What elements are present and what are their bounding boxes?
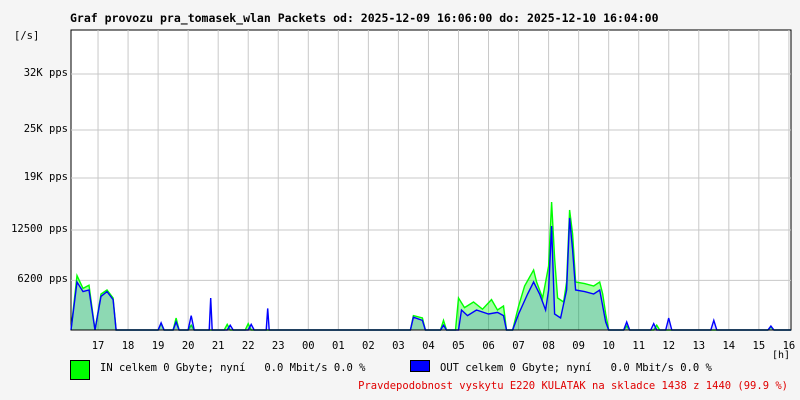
grid-lines [71, 30, 791, 330]
y-axis-unit-label: [/s] [14, 30, 40, 42]
x-tick-label: 11 [632, 340, 646, 352]
y-tick-label: 12500 pps [11, 223, 68, 235]
x-tick-label: 12 [662, 340, 676, 352]
probability-text: Pravdepodobnost vyskytu E220 KULATAK na … [358, 380, 788, 392]
x-tick-label: 02 [362, 340, 375, 352]
x-tick-label: 01 [332, 340, 345, 352]
legend-out-text: OUT celkem 0 Gbyte; nyní 0.0 Mbit/s 0.0 … [440, 362, 712, 374]
x-tick-label: 09 [572, 340, 585, 352]
y-tick-label: 32K pps [23, 67, 68, 79]
x-tick-label: 15 [752, 340, 766, 352]
chart-title: Graf provozu pra_tomasek_wlan Packets od… [70, 11, 659, 25]
x-tick-label: 14 [722, 340, 736, 352]
series-out-line [70, 217, 791, 331]
x-tick-label: 22 [241, 340, 255, 352]
plot-background [70, 29, 792, 331]
x-tick-label: 05 [452, 340, 465, 352]
x-tick-label: 18 [121, 340, 135, 352]
x-axis-unit-label: [h] [772, 350, 791, 361]
y-tick-label: 25K pps [23, 123, 68, 135]
x-tick-label: 07 [512, 340, 525, 352]
legend-in-text: IN celkem 0 Gbyte; nyní 0.0 Mbit/s 0.0 % [100, 362, 366, 374]
x-tick-label: 03 [392, 340, 405, 352]
legend-out-swatch [410, 360, 430, 372]
x-tick-label: 13 [692, 340, 706, 352]
x-tick-label: 00 [301, 340, 315, 352]
x-tick-label: 19 [151, 340, 165, 352]
x-tick-label: 06 [482, 340, 495, 352]
legend-in-swatch [70, 360, 90, 380]
x-tick-label: 21 [211, 340, 225, 352]
x-tick-label: 04 [422, 340, 435, 352]
x-tick-label: 10 [602, 340, 615, 352]
y-tick-label: 6200 pps [17, 273, 68, 286]
x-tick-label: 23 [271, 340, 285, 352]
x-tick-label: 16 [782, 340, 796, 352]
x-tick-label: 20 [181, 340, 195, 352]
x-tick-label: 17 [91, 340, 105, 352]
y-tick-label: 19K pps [23, 171, 68, 183]
x-tick-label: 08 [542, 340, 555, 352]
